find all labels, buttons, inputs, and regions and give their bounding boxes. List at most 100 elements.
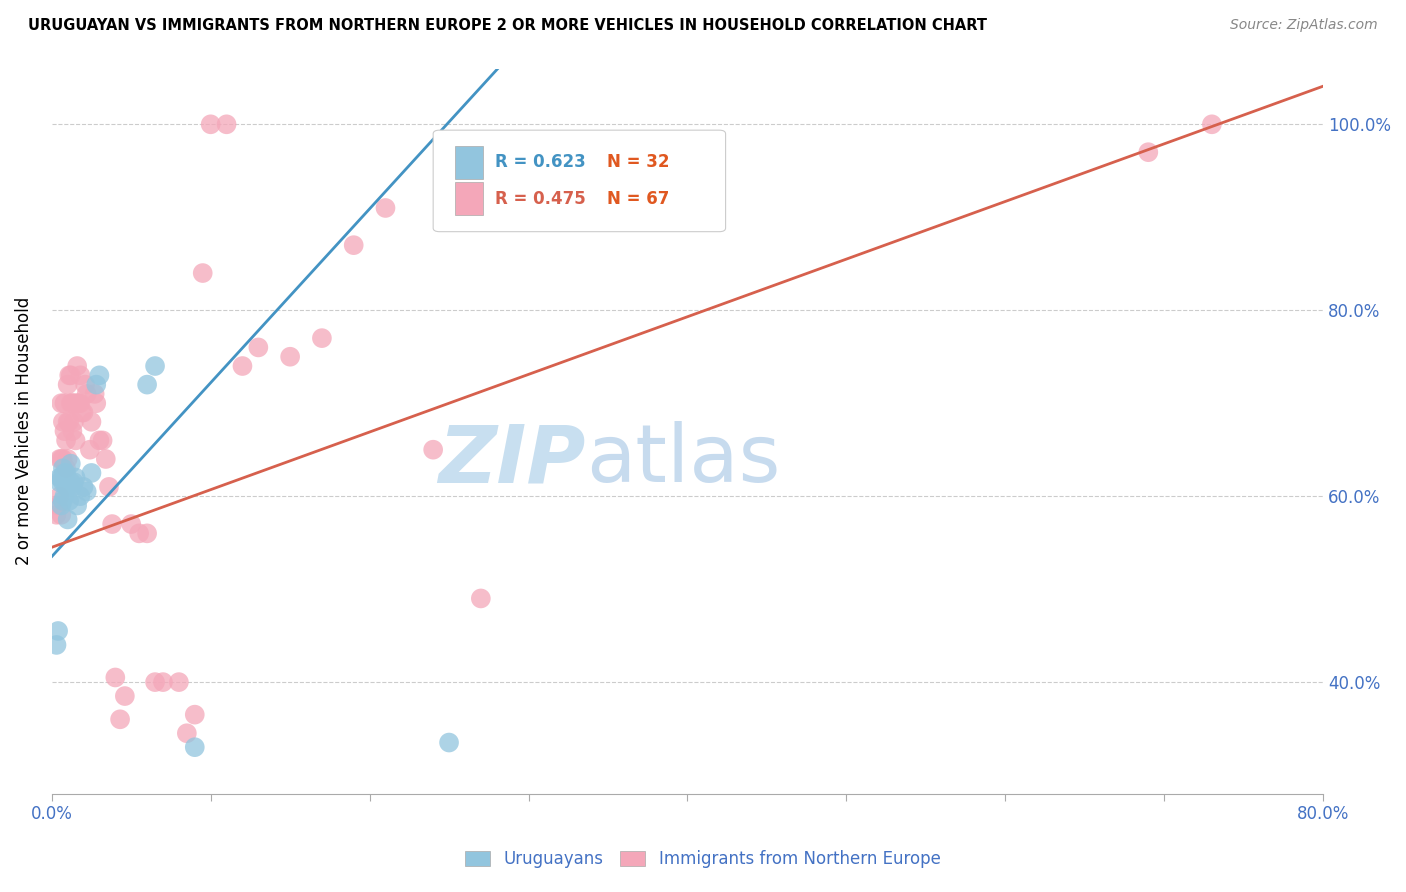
- Text: URUGUAYAN VS IMMIGRANTS FROM NORTHERN EUROPE 2 OR MORE VEHICLES IN HOUSEHOLD COR: URUGUAYAN VS IMMIGRANTS FROM NORTHERN EU…: [28, 18, 987, 33]
- Point: [51, 470, 73, 484]
- Text: N = 67: N = 67: [607, 190, 669, 208]
- Point: [59, 368, 82, 383]
- Point: [55, 461, 77, 475]
- Point: [58, 368, 80, 383]
- Point: [184, 740, 207, 755]
- Point: [69, 396, 91, 410]
- Point: [215, 117, 238, 131]
- Point: [94, 452, 117, 467]
- Point: [76, 387, 98, 401]
- Point: [52, 452, 75, 467]
- Point: [89, 434, 111, 448]
- Point: [114, 689, 136, 703]
- Point: [53, 396, 76, 410]
- Point: [55, 434, 77, 448]
- Point: [65, 434, 87, 448]
- Point: [56, 512, 79, 526]
- Point: [65, 470, 87, 484]
- Point: [48, 475, 70, 490]
- Point: [76, 484, 98, 499]
- Point: [247, 340, 270, 354]
- Point: [51, 452, 73, 467]
- Point: [51, 499, 73, 513]
- Text: atlas: atlas: [586, 421, 780, 500]
- Point: [58, 493, 80, 508]
- Point: [200, 117, 222, 131]
- Text: R = 0.623: R = 0.623: [495, 153, 586, 171]
- Point: [120, 517, 142, 532]
- Point: [45, 638, 67, 652]
- Point: [69, 489, 91, 503]
- Point: [62, 480, 84, 494]
- Point: [52, 415, 75, 429]
- Point: [84, 377, 107, 392]
- Point: [59, 457, 82, 471]
- Point: [56, 452, 79, 467]
- Point: [58, 415, 80, 429]
- Point: [231, 359, 253, 373]
- Point: [167, 675, 190, 690]
- Point: [63, 475, 86, 490]
- Point: [143, 675, 166, 690]
- Point: [136, 377, 159, 392]
- Point: [143, 359, 166, 373]
- Point: [46, 624, 69, 638]
- Y-axis label: 2 or more Vehicles in Household: 2 or more Vehicles in Household: [15, 297, 32, 566]
- Point: [152, 675, 174, 690]
- Point: [53, 489, 76, 503]
- Point: [56, 415, 79, 429]
- Point: [67, 396, 90, 410]
- Point: [55, 466, 77, 480]
- Point: [46, 499, 69, 513]
- Point: [72, 405, 94, 419]
- Point: [437, 735, 460, 749]
- Point: [48, 489, 70, 503]
- Point: [52, 493, 75, 508]
- FancyBboxPatch shape: [433, 130, 725, 232]
- Point: [66, 359, 89, 373]
- Legend: Uruguayans, Immigrants from Northern Europe: Uruguayans, Immigrants from Northern Eur…: [458, 844, 948, 875]
- Point: [470, 591, 492, 606]
- Text: ZIP: ZIP: [439, 421, 586, 500]
- Point: [1137, 145, 1160, 160]
- Point: [80, 466, 103, 480]
- Point: [51, 396, 73, 410]
- Point: [422, 442, 444, 457]
- Point: [59, 396, 82, 410]
- Text: N = 32: N = 32: [607, 153, 669, 171]
- Text: Source: ZipAtlas.com: Source: ZipAtlas.com: [1230, 18, 1378, 32]
- Point: [104, 670, 127, 684]
- Point: [1201, 117, 1223, 131]
- Point: [79, 442, 101, 457]
- Point: [184, 707, 207, 722]
- Point: [136, 526, 159, 541]
- Bar: [454, 182, 482, 215]
- Point: [66, 396, 89, 410]
- Point: [51, 508, 73, 522]
- Point: [53, 466, 76, 480]
- Point: [55, 480, 77, 494]
- Point: [374, 201, 396, 215]
- Point: [52, 461, 75, 475]
- Point: [62, 424, 84, 438]
- Point: [91, 434, 114, 448]
- Point: [343, 238, 366, 252]
- Point: [56, 480, 79, 494]
- Point: [70, 405, 93, 419]
- Point: [53, 424, 76, 438]
- Point: [59, 475, 82, 490]
- Point: [52, 475, 75, 490]
- Point: [66, 499, 89, 513]
- Point: [311, 331, 333, 345]
- Point: [45, 508, 67, 522]
- Point: [128, 526, 150, 541]
- Point: [75, 377, 97, 392]
- Point: [48, 470, 70, 484]
- Point: [83, 387, 105, 401]
- Point: [48, 452, 70, 467]
- Point: [108, 712, 131, 726]
- Point: [191, 266, 214, 280]
- Point: [72, 480, 94, 494]
- Point: [69, 368, 91, 383]
- Point: [84, 396, 107, 410]
